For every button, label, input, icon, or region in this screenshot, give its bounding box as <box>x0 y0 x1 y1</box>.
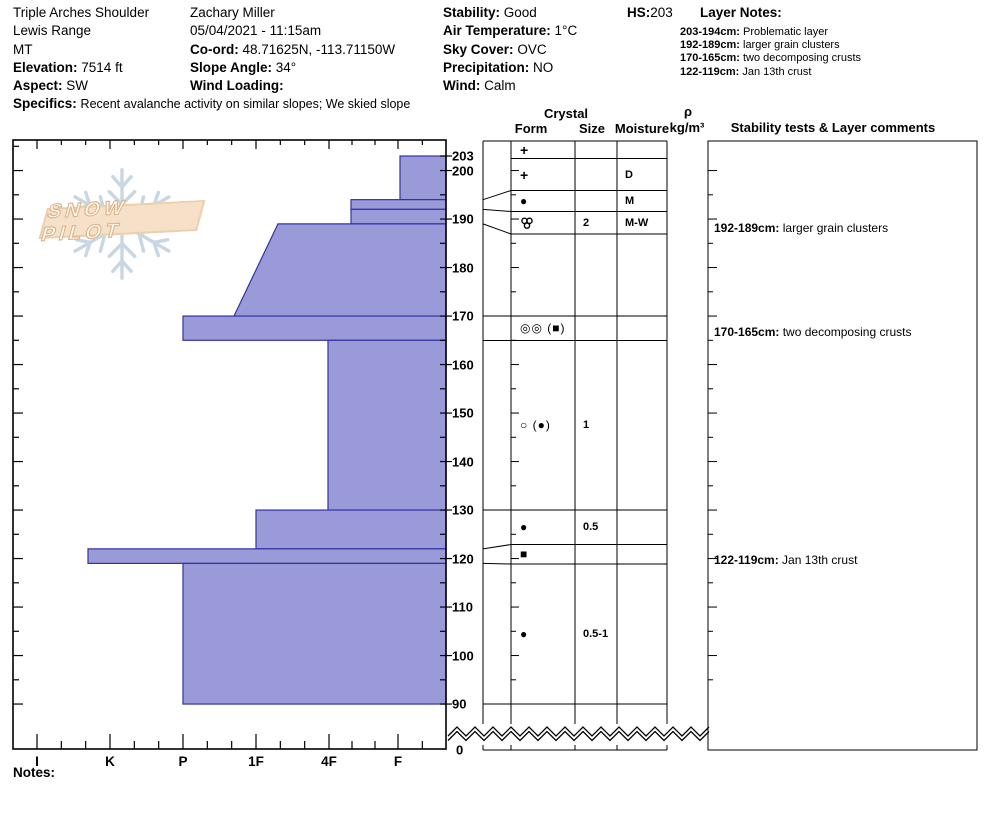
moisture-header: Moisture <box>614 121 670 136</box>
layer-bar <box>399 155 447 201</box>
layer-note: 122-119cm: Jan 13th crust <box>680 65 812 78</box>
depth-tick-label: 200 <box>452 163 474 179</box>
density-header: ρ <box>683 104 693 119</box>
grain-form-symbol: ● <box>520 627 529 641</box>
depth-tick-label: 190 <box>452 211 474 227</box>
snowpilot-logo-band: SNOW PILOT <box>38 196 206 246</box>
notes-label: Notes: <box>13 765 56 780</box>
grain-size-value: 2 <box>583 216 590 229</box>
grain-size-value: 0.5-1 <box>583 628 609 640</box>
depth-tick-label: 120 <box>452 551 474 567</box>
comments-header: Stability tests & Layer comments <box>730 120 936 135</box>
layer-comment: 122-119cm: Jan 13th crust <box>714 553 858 567</box>
depth-tick-label: 140 <box>452 454 474 470</box>
wind: Wind: Calm <box>443 78 516 94</box>
site-state: MT <box>13 41 33 57</box>
grain-size-value: 0.5 <box>583 521 599 534</box>
grain-form-symbol: + <box>520 141 530 158</box>
layer-bar <box>182 562 447 705</box>
crystal-header: Crystal <box>543 106 589 121</box>
depth-tick-label: 100 <box>452 648 474 664</box>
header-site-column: Triple Arches Shoulder Lewis Range MT El… <box>13 4 410 114</box>
depth-break-zigzag <box>447 730 710 742</box>
observer-slope-angle: Slope Angle: 34° <box>190 59 297 75</box>
layer-bar <box>87 548 447 564</box>
grain-size-value: 1 <box>583 419 590 432</box>
depth-tick-label: 110 <box>452 599 473 615</box>
grain-form-symbol: ○ (●) <box>520 418 551 433</box>
observer-coord: Co-ord: 48.71625N, -113.71150W <box>190 41 396 57</box>
density-units-header: kg/m³ <box>669 120 705 135</box>
site-range: Lewis Range <box>13 23 92 39</box>
layer-bar <box>350 199 447 210</box>
grain-form-symbol: ● <box>520 520 529 535</box>
depth-tick-label: 150 <box>452 405 474 421</box>
site-elevation: Elevation: 7514 ft <box>13 59 123 75</box>
snowpilot-logo-text: SNOW PILOT <box>38 196 131 246</box>
snow-height: HS:203 <box>627 5 673 20</box>
hardness-tick-label: 1F <box>248 754 264 769</box>
grain-form-symbol: + <box>520 166 530 183</box>
hardness-tick-label: 4F <box>321 754 337 769</box>
layer-notes-list: 203-194cm: Problematic layer 192-189cm: … <box>680 26 861 79</box>
depth-tick-label: 160 <box>452 357 474 373</box>
hardness-tick-label: P <box>178 754 188 769</box>
layer-bar <box>255 509 447 550</box>
grain-form-symbol: ◎◎ (■) <box>520 321 566 336</box>
site-specifics: Specifics: Recent avalanche activity on … <box>13 96 411 112</box>
layer-bar <box>182 315 447 341</box>
observer-datetime: 05/04/2021 - 11:15am <box>190 23 322 39</box>
moisture-value: M <box>625 195 635 207</box>
layer-bar <box>350 208 447 225</box>
layer-note: 203-194cm: Problematic layer <box>680 26 828 38</box>
ground-label: 0 <box>456 742 464 758</box>
site-aspect: Aspect: SW <box>13 78 89 94</box>
hardness-tick-label: F <box>393 754 403 769</box>
layer-notes-title: Layer Notes: <box>700 5 782 20</box>
moisture-value: M-W <box>625 216 649 229</box>
layer-note: 170-165cm: two decomposing crusts <box>680 52 861 65</box>
hardness-tick-label: I <box>35 754 39 769</box>
moisture-value: D <box>625 168 633 181</box>
header-observer-column: Zachary Miller 05/04/2021 - 11:15am Co-o… <box>190 4 395 95</box>
layer-comment: 170-165cm: two decomposing crusts <box>714 325 912 339</box>
layer-comment: 192-189cm: larger grain clusters <box>714 221 889 235</box>
layer-note: 192-189cm: larger grain clusters <box>680 39 840 52</box>
header-conditions-column: Stability: Good Air Temperature: 1°C Sky… <box>443 4 577 95</box>
size-header: Size <box>578 121 606 136</box>
form-header: Form <box>514 121 548 136</box>
stability: Stability: Good <box>443 5 537 20</box>
depth-tick-label: 170 <box>452 308 474 324</box>
observer-name: Zachary Miller <box>190 5 275 20</box>
site-name: Triple Arches Shoulder <box>13 5 150 20</box>
observer-wind-loading: Wind Loading: <box>190 78 284 94</box>
depth-tick-label: 90 <box>452 696 467 712</box>
sky-cover: Sky Cover: OVC <box>443 41 547 57</box>
grain-form-symbol <box>520 216 534 230</box>
snowpilot-logo: SNOW PILOT <box>38 164 210 284</box>
precipitation: Precipitation: NO <box>443 59 554 75</box>
grain-form-symbol: ■ <box>520 547 529 562</box>
depth-break-zigzag <box>447 726 710 737</box>
layer-bar <box>233 223 447 317</box>
depth-tick-label: 180 <box>452 260 474 276</box>
depth-tick-label: 203 <box>452 148 474 164</box>
layer-bar <box>327 339 447 511</box>
hardness-tick-label: K <box>105 754 115 769</box>
grain-form-symbol: ● <box>520 194 529 208</box>
depth-tick-label: 130 <box>452 502 474 518</box>
air-temperature: Air Temperature: 1°C <box>443 23 578 39</box>
